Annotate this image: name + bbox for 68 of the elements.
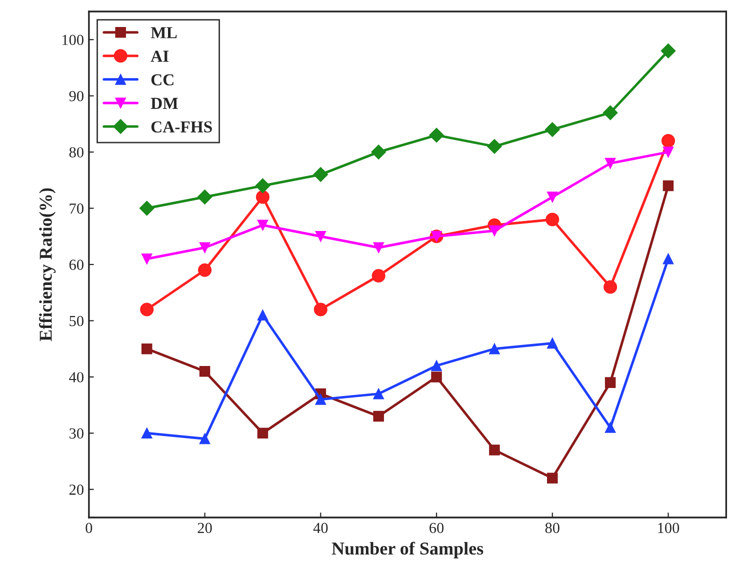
x-tick-label: 20 (198, 522, 212, 534)
x-tick-label: 60 (430, 522, 444, 534)
point (487, 139, 502, 154)
point (315, 394, 326, 405)
point (489, 343, 500, 354)
x-tick-label: 40 (313, 522, 328, 534)
point (197, 190, 212, 204)
point (431, 360, 442, 372)
point (604, 377, 616, 388)
point (198, 263, 212, 277)
point (662, 146, 674, 158)
point (141, 253, 152, 264)
point (141, 428, 152, 439)
point (199, 433, 210, 444)
point (257, 428, 268, 439)
point (544, 122, 560, 137)
y-axis-title: Efficiency Ratio(%) (38, 188, 56, 342)
legend-label: ML (150, 27, 177, 38)
y-tick-label: 80 (69, 147, 84, 158)
point (199, 242, 210, 254)
y-tick-label: 40 (69, 372, 84, 382)
point (546, 212, 560, 226)
x-tick-label: 80 (545, 522, 560, 534)
y-tick-label: 50 (70, 316, 84, 326)
point (662, 180, 674, 192)
y-tick-label: 100 (62, 34, 84, 46)
point (313, 167, 328, 182)
point (373, 388, 384, 400)
point (604, 158, 616, 169)
point (662, 253, 674, 264)
point (257, 310, 268, 320)
point (372, 268, 386, 283)
point (256, 190, 270, 204)
point (373, 410, 384, 422)
point (140, 302, 154, 316)
point (661, 134, 676, 148)
y-tick-label: 30 (70, 428, 84, 439)
point (489, 225, 500, 236)
point (604, 280, 618, 294)
x-axis-title: Number of Samples (332, 542, 484, 558)
x-tick-label: 0 (86, 522, 92, 534)
y-tick-label: 90 (69, 90, 84, 102)
point (371, 144, 386, 160)
point (429, 128, 444, 143)
point (547, 338, 558, 349)
point (139, 200, 154, 216)
legend-label: CA-FHS (151, 121, 212, 133)
legend-label: CC (151, 74, 174, 86)
point (602, 105, 618, 120)
legend-label: DM (150, 98, 178, 109)
point (141, 343, 152, 354)
point (431, 372, 442, 382)
point (199, 366, 210, 377)
y-tick-label: 70 (70, 203, 84, 214)
point (373, 242, 384, 254)
point (547, 472, 558, 484)
point (604, 422, 616, 433)
point (489, 444, 500, 456)
point (660, 43, 676, 58)
x-tick-label: 100 (658, 522, 680, 534)
point (314, 302, 328, 316)
point (257, 220, 268, 231)
legend-label: AI (150, 50, 169, 62)
point (315, 231, 326, 242)
y-tick-label: 20 (69, 484, 84, 495)
point (547, 192, 558, 202)
point (255, 178, 270, 194)
y-tick-label: 60 (69, 260, 84, 270)
